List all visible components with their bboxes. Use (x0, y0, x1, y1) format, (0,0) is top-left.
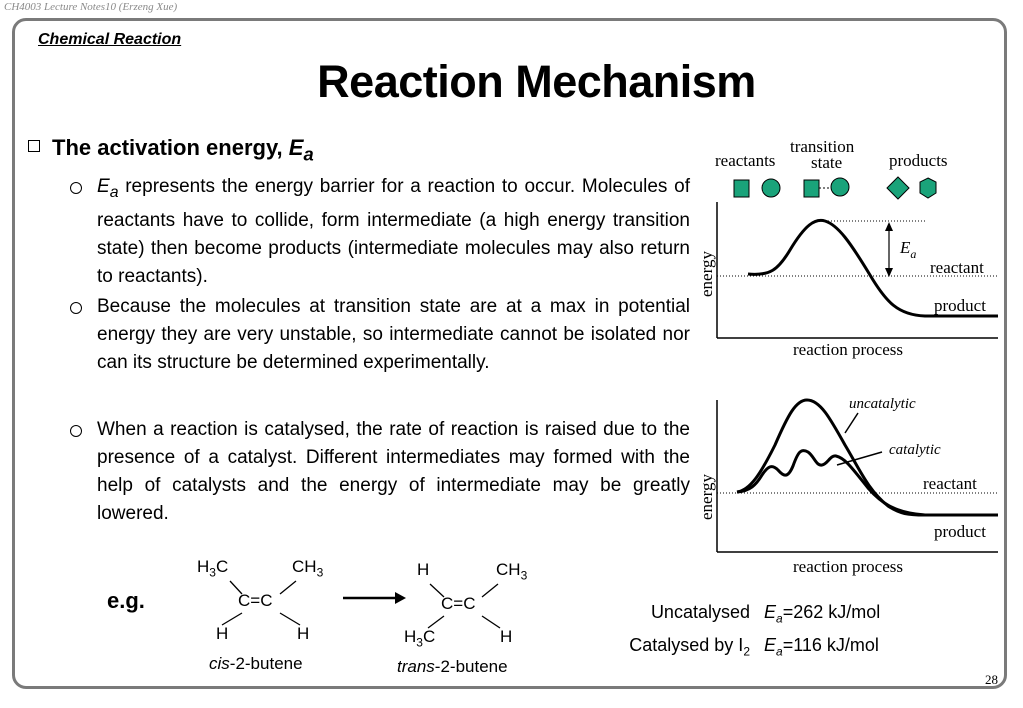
activation-energy-values: Uncatalysed Ea=262 kJ/mol Catalysed by I… (595, 599, 880, 664)
trans-name: trans-2-butene (397, 657, 508, 676)
circle-bullet-icon (70, 302, 82, 314)
sub-bullet-1: Ea represents the energy barrier for a r… (70, 173, 690, 291)
trans-bottom-left: H3C (404, 627, 436, 650)
products-label: products (889, 151, 948, 170)
sub-bullet-1-subscript: a (109, 183, 119, 201)
cis-bottom-left: H (216, 624, 229, 643)
cis-name: cis-2-butene (209, 654, 303, 673)
reactant-circle-icon (761, 178, 781, 198)
catalytic-curve (736, 449, 926, 517)
trans-top-left: H (417, 560, 430, 579)
trans-bottom-right: H (500, 627, 513, 646)
cis-bottom-right: H (297, 624, 310, 643)
main-bullet-symbol: E (288, 135, 304, 160)
uncatalytic-curve (736, 398, 998, 517)
reactant-level-label: reactant (923, 474, 977, 493)
reactant-square-icon (733, 179, 750, 198)
circle-bullet-icon (70, 425, 82, 437)
catalysed-label: Catalysed by I (629, 634, 744, 655)
uncatalysed-label: Uncatalysed (650, 602, 750, 622)
product-diamond-icon (886, 176, 910, 200)
sub-bullet-3: When a reaction is catalysed, the rate o… (70, 416, 690, 528)
product-level-label: product (934, 522, 986, 541)
main-bullet-subscript: a (303, 143, 314, 165)
product-hexagon-icon (919, 177, 937, 199)
square-bullet-icon (28, 140, 40, 152)
energy-diagram-top: reactants transition state products Ea r… (697, 137, 998, 359)
trans-center: C=C (441, 594, 476, 613)
transition-square-icon (803, 179, 820, 198)
y-axis-label: energy (697, 251, 716, 297)
trans-bonds (427, 583, 501, 629)
trans-top-right: CH3 (496, 560, 528, 583)
cis-top-right: CH3 (292, 557, 324, 580)
sub-bullet-1-text: represents the energy barrier for a reac… (97, 176, 690, 287)
slide-frame (12, 18, 1007, 689)
sub-bullet-2-text: Because the molecules at transition stat… (97, 296, 690, 373)
sub-bullet-3-text: When a reaction is catalysed, the rate o… (97, 419, 690, 524)
sub-bullet-1-symbol: E (97, 176, 110, 197)
catalytic-label: catalytic (889, 442, 941, 458)
transition-label-2: state (811, 153, 842, 172)
slide-title: Reaction Mechanism (317, 56, 756, 107)
section-label: Chemical Reaction (38, 31, 182, 48)
reaction-arrow-icon (343, 592, 406, 604)
uncatalytic-label: uncatalytic (849, 396, 916, 412)
y-axis-label: energy (697, 474, 716, 520)
page-number: 28 (985, 672, 998, 687)
uncatalysed-value: Ea=262 kJ/mol (764, 602, 881, 626)
reactants-label: reactants (715, 151, 775, 170)
cis-bonds (221, 580, 301, 626)
x-axis-label: reaction process (793, 340, 903, 359)
catalysed-row: Catalysed by I2 Ea=116 kJ/mol (595, 632, 880, 665)
reaction-energy-curve (747, 218, 998, 318)
product-level-label: product (934, 296, 986, 315)
main-bullet: The activation energy, Ea (28, 135, 314, 165)
uncatalysed-row: Uncatalysed Ea=262 kJ/mol (595, 599, 880, 632)
example-label: e.g. (107, 588, 145, 613)
reactant-level-label: reactant (930, 258, 984, 277)
transition-label-1: transition (790, 137, 855, 156)
cis-top-left: H3C (197, 557, 229, 580)
cis-center: C=C (238, 591, 273, 610)
catalysed-value: Ea=116 kJ/mol (764, 634, 879, 659)
circle-bullet-icon (70, 182, 82, 194)
header-note: CH4003 Lecture Notes10 (Erzeng Xue) (4, 1, 178, 13)
x-axis-label: reaction process (793, 557, 903, 576)
transition-circle-icon (830, 177, 850, 197)
sub-bullet-2: Because the molecules at transition stat… (70, 293, 690, 377)
main-bullet-text: The activation energy, (52, 135, 289, 160)
ea-label: Ea (899, 238, 916, 261)
energy-diagram-bottom: uncatalytic catalytic reactant product e… (697, 396, 998, 576)
